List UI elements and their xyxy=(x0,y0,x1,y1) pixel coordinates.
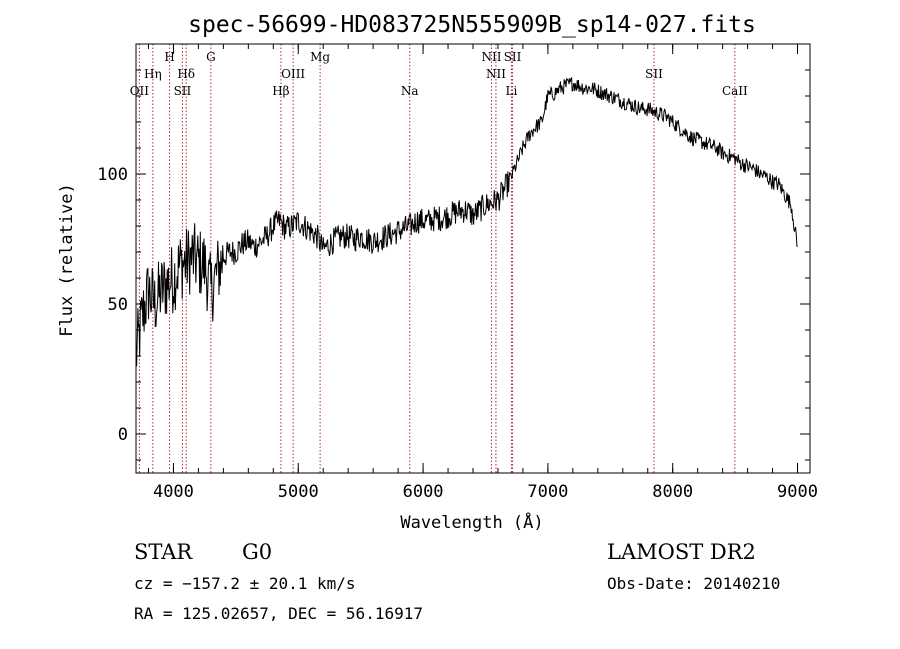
annotation-label: SII xyxy=(645,67,663,81)
chart-title: spec-56699-HD083725N555909B_sp14-027.fit… xyxy=(188,12,756,38)
spectrum-series xyxy=(135,77,798,367)
plot-frame xyxy=(135,43,811,474)
x-tick-label: 4000 xyxy=(153,482,194,502)
annotation-label: SII xyxy=(504,50,522,64)
spectral-subclass: G0 xyxy=(242,540,272,564)
annotation-label: Li xyxy=(506,84,518,98)
annotation-label: Hδ xyxy=(177,67,195,81)
x-tick-label: 9000 xyxy=(777,482,818,502)
y-tick-label: 50 xyxy=(108,295,128,315)
annotation-label: OII xyxy=(130,84,150,98)
spectrum-line xyxy=(135,77,798,367)
x-tick-label: 7000 xyxy=(527,482,568,502)
y-axis-ticks: 0 50 100 xyxy=(97,69,810,461)
annotation-label: CaII xyxy=(722,84,748,98)
object-type: STAR xyxy=(134,540,193,564)
annotation-label: SII xyxy=(174,84,192,98)
redshift-velocity: cz = −157.2 ± 20.1 km/s xyxy=(134,574,356,593)
observation-date: Obs-Date: 20140210 xyxy=(607,574,780,593)
annotation-label: NII xyxy=(481,50,501,64)
x-tick-label: 6000 xyxy=(403,482,444,502)
annotation-label: Hβ xyxy=(272,84,289,98)
coordinates: RA = 125.02657, DEC = 56.16917 xyxy=(134,604,423,623)
x-axis-label: Wavelength (Å) xyxy=(400,511,543,533)
annotation-label: Na xyxy=(401,84,419,98)
x-tick-label: 5000 xyxy=(278,482,319,502)
x-axis-ticks: 4000 5000 6000 7000 8000 9000 xyxy=(147,44,818,502)
annotation-label: H xyxy=(164,50,174,64)
y-tick-label: 100 xyxy=(97,165,128,185)
annotation-label: OIII xyxy=(281,67,305,81)
annotation-label: Mg xyxy=(310,50,330,64)
y-tick-label: 0 xyxy=(118,425,128,445)
annotation-label: NII xyxy=(486,67,506,81)
annotation-label: Hη xyxy=(144,67,162,81)
annotation-label: G xyxy=(206,50,216,64)
survey-name: LAMOST DR2 xyxy=(607,540,756,564)
y-axis-label: Flux (relative) xyxy=(57,183,77,337)
x-tick-label: 8000 xyxy=(652,482,693,502)
